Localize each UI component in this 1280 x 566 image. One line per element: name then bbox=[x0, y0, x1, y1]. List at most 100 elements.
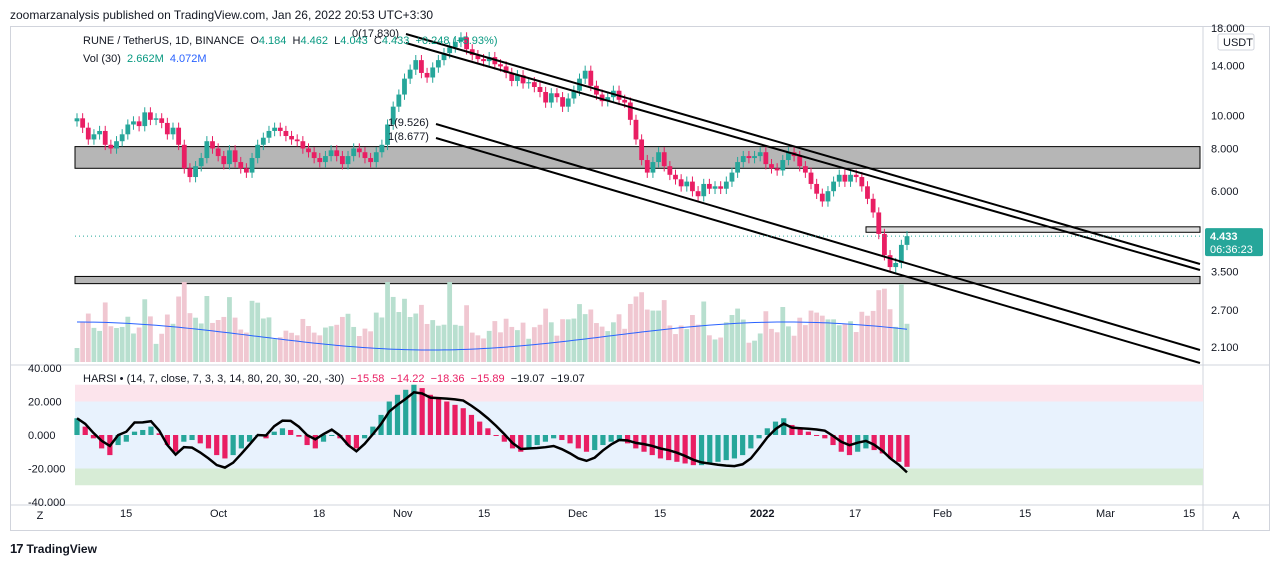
harsi-bar bbox=[698, 435, 705, 466]
candle-body bbox=[509, 72, 515, 81]
candle-body bbox=[650, 162, 656, 173]
symbol-label[interactable]: RUNE / TetherUS, 1D, BINANCE bbox=[83, 35, 245, 47]
harsi-bar bbox=[781, 418, 787, 435]
candle-body bbox=[865, 186, 870, 199]
candle-body bbox=[345, 156, 351, 165]
candle-body bbox=[582, 70, 588, 79]
volume-bar bbox=[746, 342, 752, 362]
zone-rect bbox=[74, 146, 1201, 169]
volume-bar bbox=[148, 316, 153, 362]
harsi-bar bbox=[288, 429, 294, 435]
candle-body bbox=[277, 127, 283, 131]
volume-label[interactable]: Vol (30) bbox=[83, 53, 121, 65]
harsi-bar bbox=[822, 435, 828, 439]
harsi-bar bbox=[345, 435, 351, 446]
volume-bar bbox=[560, 319, 565, 362]
harsi-bar bbox=[123, 435, 129, 442]
candle-body bbox=[238, 162, 244, 169]
candle-body bbox=[481, 59, 486, 62]
harsi-bar bbox=[140, 429, 146, 435]
volume-bar bbox=[588, 309, 594, 362]
harsi-bar bbox=[723, 435, 729, 461]
candle-body bbox=[114, 141, 119, 149]
volume-bar bbox=[136, 327, 142, 362]
harsi-bar bbox=[435, 398, 442, 435]
tradingview-footer[interactable]: 17 TradingView bbox=[10, 541, 97, 556]
volume-bar bbox=[893, 326, 899, 362]
candle-body bbox=[599, 94, 605, 102]
harsi-bar bbox=[666, 435, 672, 461]
volume-bar bbox=[289, 332, 294, 362]
volume-bar bbox=[396, 312, 402, 362]
harsi-legend: HARSI • (14, 7, close, 7, 3, 3, 14, 80, … bbox=[83, 373, 585, 385]
price-tick-label: 8.000 bbox=[1211, 143, 1239, 155]
harsi-bar bbox=[887, 435, 894, 459]
harsi-bar bbox=[90, 435, 97, 439]
volume-bar bbox=[656, 310, 661, 362]
candle-body bbox=[232, 150, 238, 163]
candle-body bbox=[170, 127, 176, 135]
candle-body bbox=[435, 60, 441, 68]
candle-body bbox=[164, 122, 170, 135]
harsi-bar bbox=[181, 435, 187, 442]
volume-bar bbox=[825, 319, 831, 362]
zoom-z-button[interactable]: Z bbox=[36, 510, 44, 522]
time-tick-label: Dec bbox=[568, 508, 588, 520]
harsi-bar bbox=[551, 435, 557, 439]
candle-body bbox=[243, 168, 249, 173]
candle-body bbox=[769, 164, 774, 169]
volume-bar bbox=[548, 322, 554, 362]
harsi-mid-band bbox=[75, 401, 1203, 469]
harsi-bar bbox=[403, 389, 409, 435]
harsi-tick-label: 20.000 bbox=[28, 397, 62, 409]
harsi-bar bbox=[600, 435, 606, 446]
candle-body bbox=[131, 121, 136, 125]
harsi-bar bbox=[427, 394, 433, 435]
candle-body bbox=[255, 144, 261, 159]
volume-bar bbox=[277, 337, 283, 362]
candle-body bbox=[407, 69, 413, 79]
volume-bar bbox=[85, 313, 91, 362]
harsi-bar bbox=[312, 435, 318, 449]
candle-body bbox=[543, 91, 549, 103]
candle-body bbox=[260, 137, 266, 145]
harsi-label[interactable]: HARSI • (14, 7, close, 7, 3, 3, 14, 80, … bbox=[83, 373, 345, 385]
auto-scale-button[interactable]: A bbox=[1232, 510, 1240, 522]
volume-bar bbox=[114, 328, 119, 362]
volume-bar bbox=[582, 314, 588, 362]
volume-bar bbox=[520, 322, 526, 362]
harsi-bar bbox=[452, 404, 458, 435]
candle-body bbox=[684, 181, 690, 187]
candle-body bbox=[757, 152, 763, 157]
harsi-tick-label: 0.000 bbox=[28, 430, 56, 442]
volume-bar bbox=[673, 334, 678, 362]
candle-body bbox=[390, 106, 396, 125]
volume-bar bbox=[300, 318, 306, 362]
harsi-bar bbox=[526, 435, 532, 449]
volume-bar bbox=[198, 323, 204, 362]
candle-body bbox=[605, 97, 611, 102]
harsi-bar bbox=[707, 435, 713, 464]
volume-bar bbox=[633, 296, 639, 362]
volume-bar bbox=[740, 319, 746, 362]
candle-body bbox=[537, 86, 543, 92]
volume-bar bbox=[334, 324, 340, 362]
time-tick-label: Oct bbox=[210, 508, 227, 520]
volume-bar bbox=[481, 338, 486, 362]
candle-body bbox=[706, 183, 712, 189]
candle-body bbox=[859, 177, 865, 187]
price-tick-label: 10.000 bbox=[1211, 110, 1245, 122]
candle-body bbox=[430, 67, 436, 78]
harsi-bar bbox=[567, 435, 573, 444]
harsi-bar bbox=[896, 435, 902, 462]
publisher-caption: zoomarzanalysis published on TradingView… bbox=[10, 8, 434, 22]
volume-bar bbox=[339, 316, 345, 362]
low-value: 4.043 bbox=[340, 35, 368, 47]
candle-body bbox=[328, 150, 334, 157]
volume-bar bbox=[537, 324, 543, 362]
price-tick-label: 14.000 bbox=[1211, 60, 1245, 72]
harsi-bar bbox=[394, 394, 401, 435]
harsi-bar bbox=[189, 435, 195, 441]
volume-bar bbox=[170, 323, 176, 362]
